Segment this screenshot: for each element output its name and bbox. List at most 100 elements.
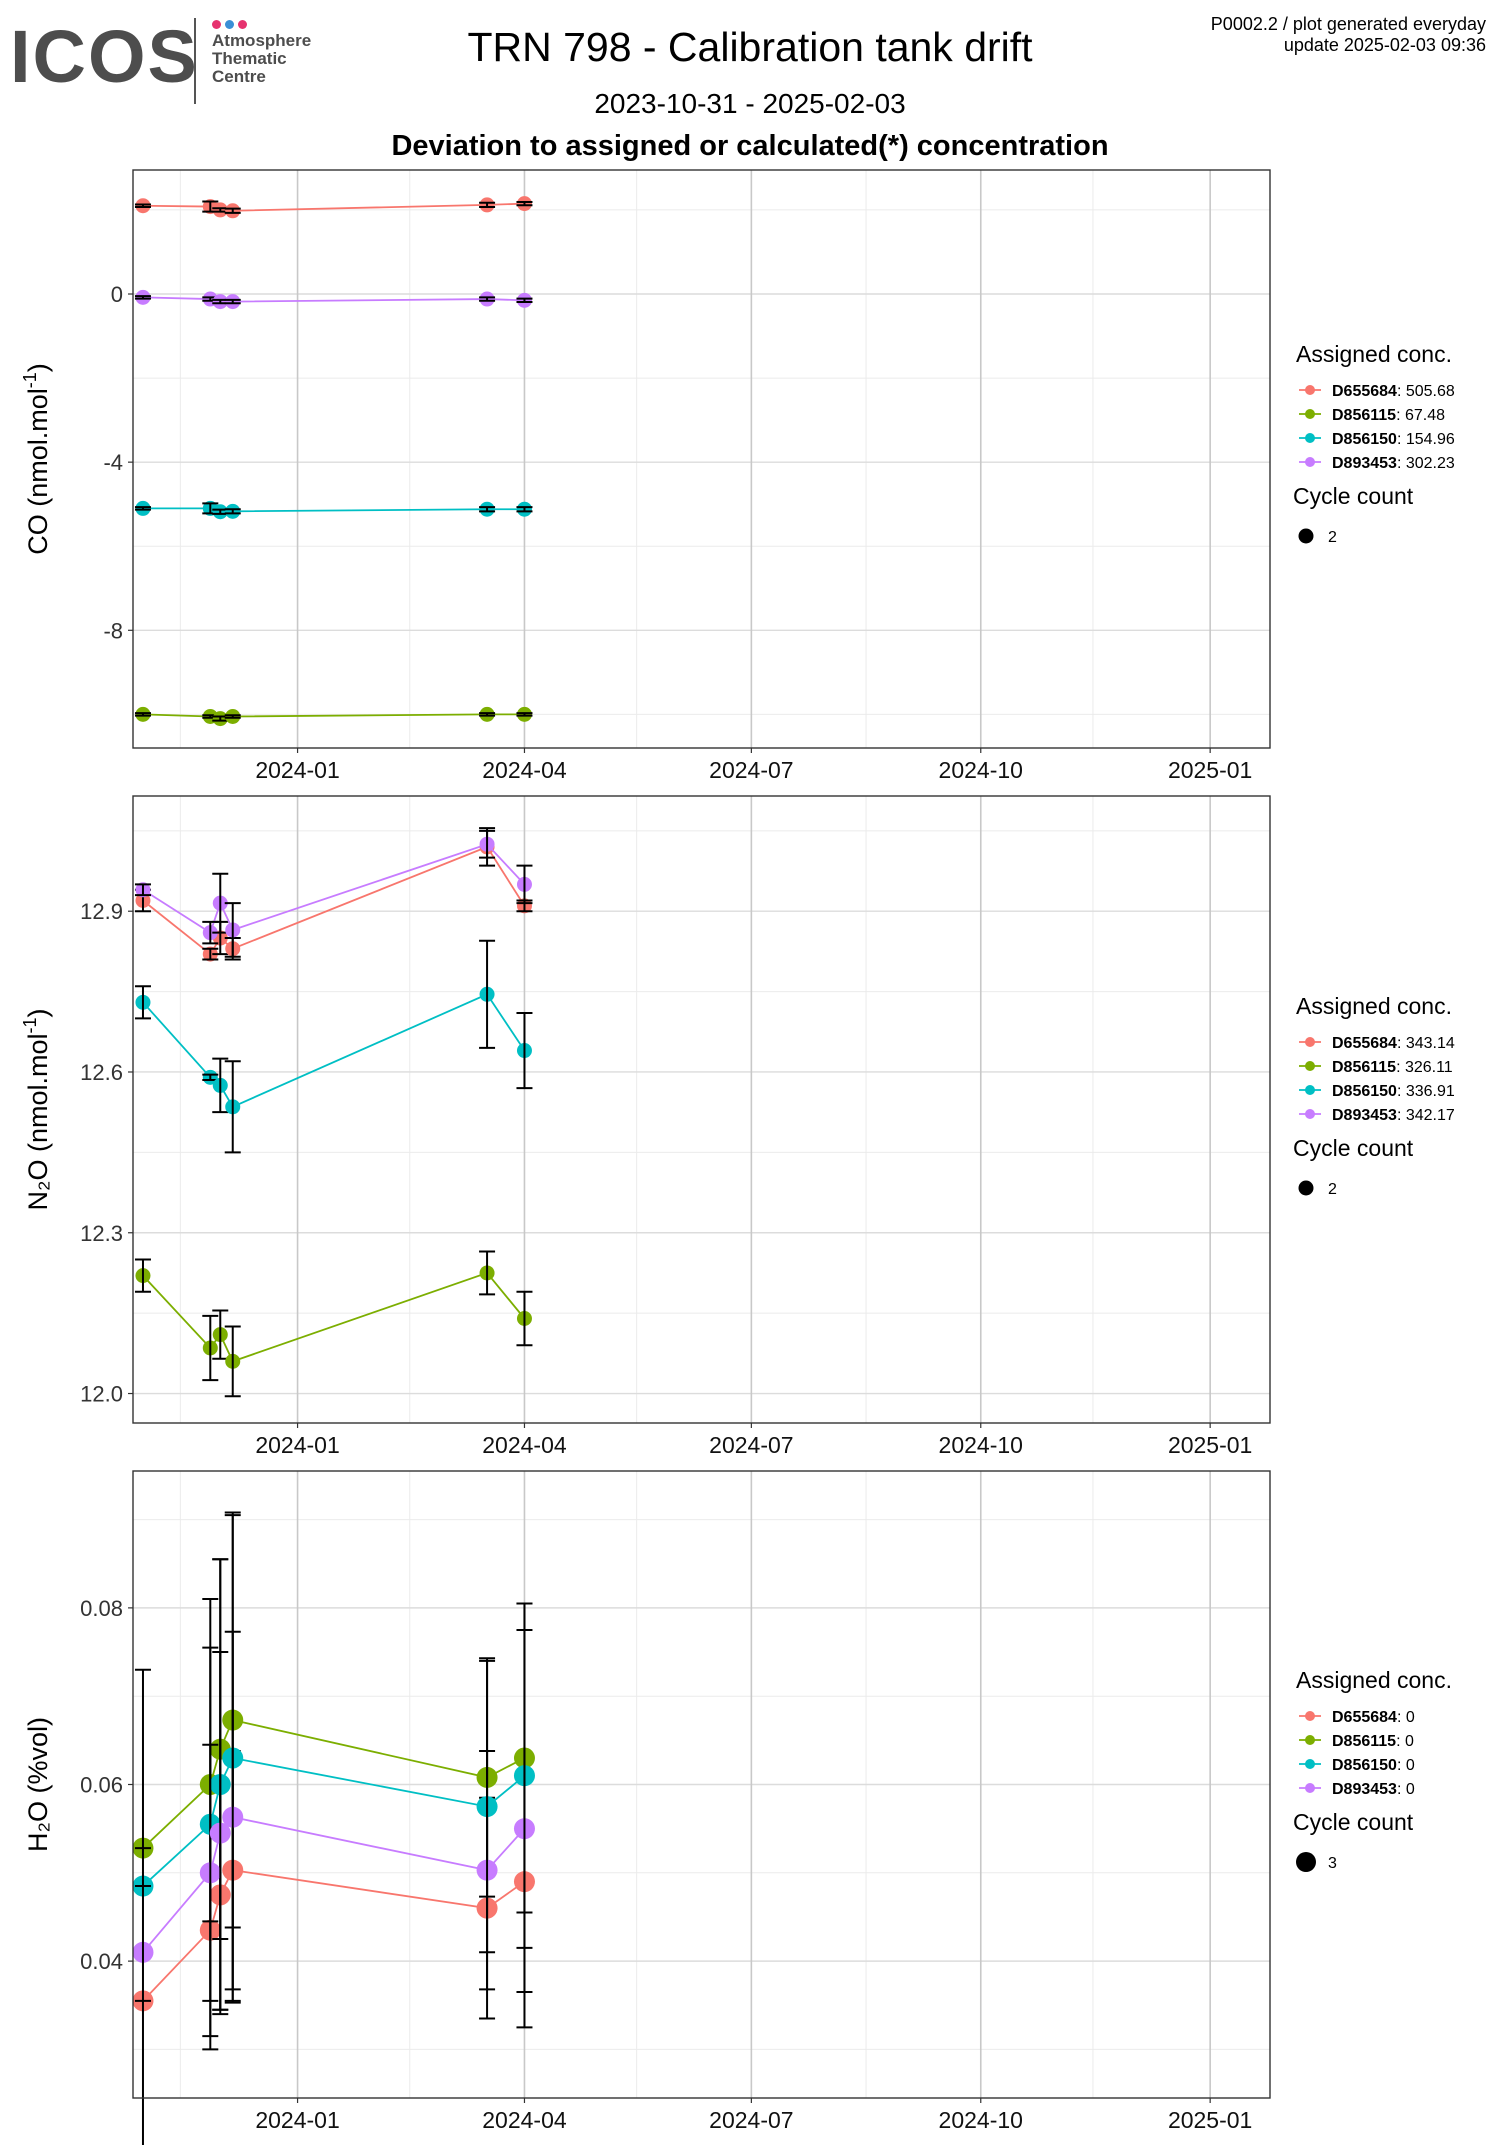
plot-background — [133, 170, 1270, 748]
update-timestamp: update 2025-02-03 09:36 — [1283, 35, 1486, 55]
x-tick-label: 2024-07 — [709, 2107, 793, 2133]
legend-item-value: : 343.14 — [1397, 1035, 1455, 1052]
legend-key-point — [1305, 1735, 1315, 1745]
legend-item-D856115: D856115: 67.48 — [1332, 407, 1445, 424]
y-axis-title-sup: -1 — [20, 372, 40, 388]
chart-panel-2: 12.0 12.3 12.6 12.9 2024-01 2024-04 2024-07 202… — [20, 795, 1455, 1458]
legend-item-D893453: D893453: 0 — [1332, 1781, 1415, 1798]
legend-item-D856115: D856115: 326.11 — [1332, 1059, 1453, 1076]
x-tick-label: 2025-01 — [1168, 1432, 1252, 1458]
legend-item-value: : 0 — [1397, 1781, 1415, 1798]
legend-key-point — [1305, 1109, 1315, 1119]
logo-divider — [194, 18, 196, 104]
y-axis-title-main: CO (nmol.mol — [23, 388, 53, 555]
legend-item-D655684: D655684: 505.68 — [1332, 383, 1455, 400]
y-axis-title-main: N₂O (nmol.mol — [23, 1034, 53, 1211]
series-line-D856115 — [142, 1271, 526, 1363]
logo-dot — [212, 20, 221, 29]
legend-item-value: : 0 — [1397, 1757, 1415, 1774]
plot-background — [133, 796, 1270, 1423]
y-tick-label: -8 — [103, 618, 123, 643]
legend-title: Assigned conc. — [1296, 341, 1452, 367]
size-legend-key — [1298, 528, 1314, 544]
size-legend-key — [1296, 1852, 1316, 1872]
legend-item-D856150: D856150: 336.91 — [1332, 1083, 1455, 1100]
legend-title: Assigned conc. — [1296, 993, 1452, 1019]
generation-note: P0002.2 / plot generated everyday — [1210, 14, 1486, 34]
legend-item-D856115: D856115: 0 — [1332, 1733, 1414, 1750]
legend-item-id: D856115 — [1332, 1059, 1396, 1076]
y-axis-title: N₂O (nmol.mol-1) — [20, 1008, 53, 1210]
y-tick-label: 12.9 — [80, 899, 123, 924]
logo-dots — [212, 16, 251, 29]
y-tick-label: 0 — [111, 282, 123, 307]
x-tick-label: 2024-01 — [255, 1432, 339, 1458]
legend-item-id: D856150 — [1332, 1083, 1397, 1100]
size-legend-key — [1298, 1180, 1314, 1196]
x-tick-label: 2024-04 — [482, 757, 567, 783]
size-legend-title: Cycle count — [1293, 1809, 1414, 1835]
y-tick-label: -4 — [103, 450, 123, 475]
logo-dot — [225, 20, 234, 29]
legend-item-id: D893453 — [1332, 455, 1397, 472]
size-legend-title: Cycle count — [1293, 1135, 1414, 1161]
logo-line-atmosphere: Atmosphere — [212, 31, 312, 50]
legend-key-point — [1305, 1759, 1315, 1769]
legend-item-id: D856115 — [1332, 1733, 1396, 1750]
legend-item-value: : 336.91 — [1397, 1083, 1455, 1100]
y-tick-label: 0.04 — [80, 1949, 123, 1974]
legend-item-D856150: D856150: 0 — [1332, 1757, 1415, 1774]
panel-border — [132, 1470, 1271, 2099]
legend-key-point — [1305, 409, 1315, 419]
series-line-D856150 — [142, 993, 526, 1108]
chart-panel-3: 0.04 0.06 0.08 2024-01 2024-04 2024-07 2024-10… — [23, 1470, 1452, 2145]
legend-item-D893453: D893453: 342.17 — [1332, 1107, 1455, 1124]
size-legend-value: 2 — [1328, 529, 1337, 546]
legend-item-id: D893453 — [1332, 1781, 1397, 1798]
x-tick-label: 2024-04 — [482, 1432, 567, 1458]
legend-item-value: : 302.23 — [1397, 455, 1455, 472]
x-tick-label: 2024-10 — [939, 1432, 1023, 1458]
size-legend-value: 3 — [1328, 1855, 1337, 1872]
y-axis-title-sup: -1 — [20, 1017, 40, 1033]
legend-item-id: D655684 — [1332, 1035, 1397, 1052]
legend-item-value: : 342.17 — [1397, 1107, 1455, 1124]
logo-mark: ICOS — [10, 15, 199, 98]
y-tick-label: 12.6 — [80, 1060, 123, 1085]
size-legend-title: Cycle count — [1293, 483, 1414, 509]
legend-item-value: : 0 — [1396, 1733, 1414, 1750]
legend-item-value: : 505.68 — [1397, 383, 1455, 400]
date-range: 2023-10-31 - 2025-02-03 — [594, 88, 906, 119]
x-tick-label: 2024-04 — [482, 2107, 567, 2133]
x-tick-label: 2024-01 — [255, 757, 339, 783]
generation-info: P0002.2 / plot generated everyday update… — [1211, 14, 1486, 56]
x-tick-label: 2024-10 — [939, 757, 1023, 783]
legend-item-id: D856115 — [1332, 407, 1396, 424]
panel-border — [132, 169, 1271, 749]
legend-title: Assigned conc. — [1296, 1667, 1452, 1693]
legend-2: Assigned conc. D655684: 343.14 D856115: 32… — [1293, 993, 1455, 1198]
y-axis-title: CO (nmol.mol-1) — [20, 363, 53, 555]
legend-item-id: D655684 — [1332, 1709, 1397, 1726]
legend-item-D655684: D655684: 343.14 — [1332, 1035, 1455, 1052]
logo-line-thematic: Thematic — [212, 49, 287, 68]
legend-item-D856150: D856150: 154.96 — [1332, 431, 1455, 448]
logo-dot — [238, 20, 247, 29]
x-tick-label: 2025-01 — [1168, 757, 1252, 783]
legend-item-id: D893453 — [1332, 1107, 1397, 1124]
legend-key-point — [1305, 1061, 1315, 1071]
panel-border — [132, 795, 1271, 1424]
y-tick-label: 12.3 — [80, 1221, 123, 1246]
chart-panel-1: 0 -4 -8 2024-01 2024-04 2024-07 2024-10 2025-01… — [20, 169, 1455, 783]
legend-key-point — [1305, 1037, 1315, 1047]
legend-item-id: D856150 — [1332, 431, 1397, 448]
legend-key-point — [1305, 1783, 1315, 1793]
x-tick-label: 2025-01 — [1168, 2107, 1252, 2133]
size-legend-value: 2 — [1328, 1181, 1337, 1198]
y-axis-title-tail: ) — [23, 1008, 53, 1017]
legend-key-point — [1305, 457, 1315, 467]
legend-item-D655684: D655684: 0 — [1332, 1709, 1415, 1726]
y-tick-label: 0.08 — [80, 1596, 123, 1621]
